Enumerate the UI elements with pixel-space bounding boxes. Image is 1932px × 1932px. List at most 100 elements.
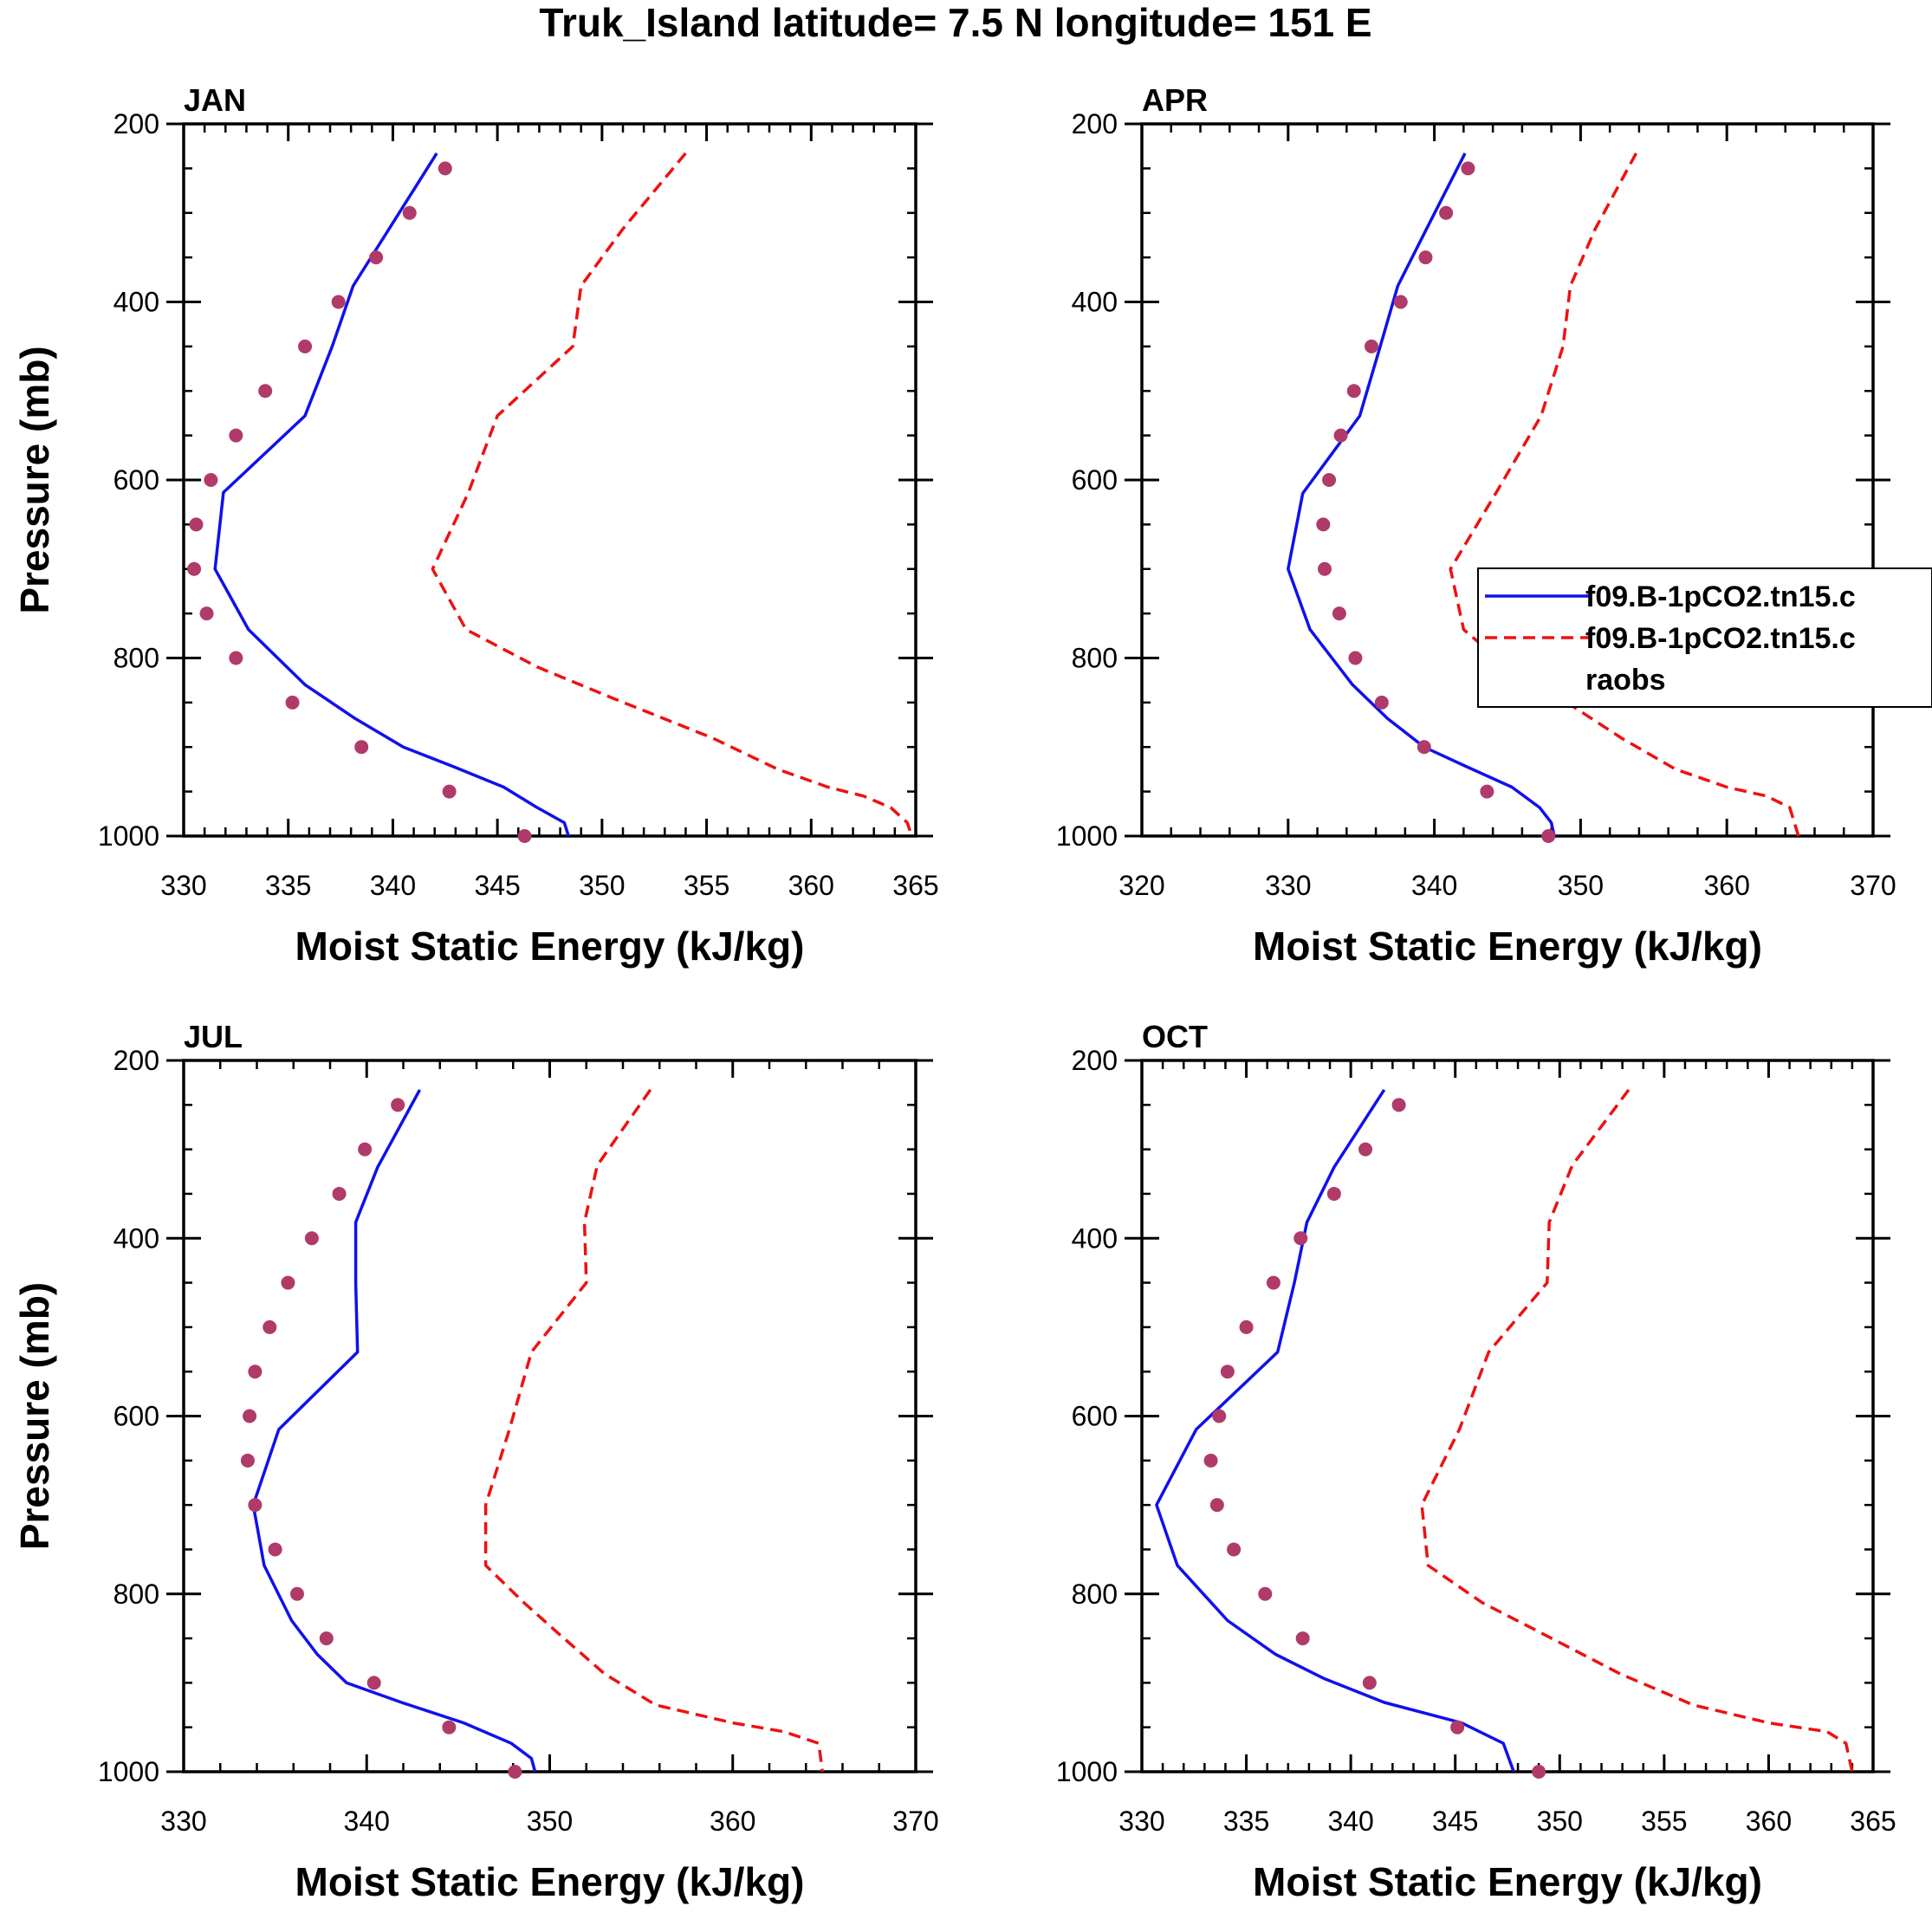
obs-point: [199, 606, 214, 621]
obs-point: [1393, 295, 1408, 309]
panel-title: JAN: [184, 82, 246, 118]
panel-jul: JUL 330 340 350 360 370 200 400 600 800 1000 Moist …: [12, 1019, 939, 1904]
series-line-dashed: [1449, 152, 1800, 837]
plot-frame: [182, 122, 917, 838]
series-raobs-markers: [240, 1098, 522, 1779]
obs-point: [1391, 1098, 1406, 1112]
series-line-solid: [1287, 152, 1556, 837]
obs-point: [1220, 1365, 1235, 1379]
obs-point: [1209, 1498, 1224, 1513]
y-tick-label: 400: [1072, 287, 1118, 318]
series-line-solid: [213, 152, 570, 837]
y-tick-label: 400: [113, 1222, 159, 1254]
x-tick-label: 360: [710, 1806, 755, 1837]
x-tick-label: 360: [1746, 1806, 1792, 1837]
series-line-solid: [251, 1089, 537, 1773]
obs-point: [1333, 428, 1348, 443]
x-tick-label: 340: [1327, 1806, 1373, 1837]
y-tick-label: 800: [1072, 643, 1118, 674]
y-tick-label: 800: [1072, 1579, 1118, 1610]
obs-point: [1541, 829, 1556, 843]
x-tick-label: 350: [527, 1806, 573, 1837]
obs-point: [332, 1186, 347, 1201]
y-tick-label: 600: [1072, 1401, 1118, 1432]
y-tick-label: 600: [1072, 464, 1118, 496]
obs-point: [1439, 205, 1454, 220]
x-tick-label: 350: [1537, 1806, 1583, 1837]
obs-point: [1332, 606, 1346, 621]
panels-group: JAN 330 335 340 345 350 355 360 365 200 400 600 800 1…: [12, 82, 1896, 1904]
x-tick-label: 345: [474, 870, 520, 901]
y-tick-label: 1000: [1056, 1756, 1118, 1787]
x-tick-label: 320: [1118, 870, 1164, 901]
legend-label: f09.B-1pCO2.tn15.c: [1585, 622, 1856, 655]
obs-point: [517, 829, 532, 843]
legend: f09.B-1pCO2.tn15.c f09.B-1pCO2.tn15.c raob…: [1477, 567, 1932, 708]
obs-point: [1532, 1765, 1546, 1779]
x-tick-label: 345: [1432, 1806, 1478, 1837]
obs-point: [1203, 1453, 1218, 1468]
obs-point: [1316, 517, 1331, 532]
obs-point: [402, 205, 417, 220]
panel-title: JUL: [184, 1019, 243, 1054]
y-axis-label: Pressure (mb): [12, 1282, 57, 1550]
series-line-dashed: [1420, 1088, 1854, 1773]
obs-point: [298, 339, 313, 353]
obs-point: [229, 651, 243, 665]
x-tick-label: 340: [1411, 870, 1457, 901]
y-tick-label: 200: [113, 108, 159, 139]
series-line-dashed: [483, 1088, 825, 1773]
obs-point: [354, 740, 369, 755]
obs-point: [304, 1231, 319, 1246]
x-tick-label: 340: [344, 1806, 390, 1837]
obs-point: [1322, 473, 1337, 487]
x-tick-label: 330: [160, 1806, 206, 1837]
obs-point: [229, 428, 243, 443]
x-tick-label: 335: [265, 870, 311, 901]
obs-point: [187, 561, 202, 576]
legend-label: raobs: [1585, 664, 1666, 697]
obs-point: [281, 1275, 295, 1290]
x-tick-label: 350: [1558, 870, 1604, 901]
obs-point: [442, 784, 457, 799]
x-tick-label: 355: [684, 870, 729, 901]
obs-point: [1258, 1586, 1273, 1601]
series-raobs-markers: [1203, 1098, 1546, 1779]
obs-point: [1227, 1542, 1242, 1557]
obs-point: [1293, 1231, 1308, 1246]
obs-point: [289, 1586, 304, 1601]
obs-point: [1461, 161, 1475, 176]
x-tick-label: 360: [1704, 870, 1750, 901]
y-tick-label: 1000: [1056, 820, 1118, 852]
obs-point: [1346, 384, 1361, 399]
x-tick-label: 330: [160, 870, 206, 901]
obs-point: [1266, 1275, 1280, 1290]
obs-point: [508, 1765, 522, 1779]
x-axis-label: Moist Static Energy (kJ/kg): [295, 1859, 805, 1904]
x-tick-label: 330: [1118, 1806, 1164, 1837]
series-raobs-markers: [1316, 161, 1556, 843]
figure-title: Truk_Island latitude= 7.5 N longitude= 1…: [539, 0, 1371, 45]
obs-point: [1480, 784, 1494, 799]
obs-point: [189, 517, 204, 532]
obs-point: [331, 295, 346, 309]
panel-jan: JAN 330 335 340 345 350 355 360 365 200 400 600 800 1…: [12, 82, 939, 969]
x-tick-label: 355: [1641, 1806, 1687, 1837]
plot-frame: [182, 1059, 917, 1773]
x-tick-label: 350: [579, 870, 625, 901]
obs-point: [243, 1409, 257, 1423]
obs-point: [366, 1676, 381, 1690]
series-line-dashed: [431, 152, 913, 837]
y-tick-label: 600: [113, 1401, 159, 1432]
obs-point: [1326, 1186, 1341, 1201]
obs-point: [391, 1098, 405, 1112]
y-tick-label: 400: [1072, 1222, 1118, 1254]
series-raobs-markers: [187, 161, 532, 843]
y-tick-label: 200: [1072, 108, 1118, 139]
y-tick-label: 1000: [98, 1756, 159, 1787]
y-tick-label: 1000: [98, 820, 159, 852]
panel-apr: APR 320 330 340 350 360 370 200 400 600 800 1000 Moi…: [1056, 82, 1896, 969]
legend-label: f09.B-1pCO2.tn15.c: [1585, 580, 1856, 613]
x-axis-label: Moist Static Energy (kJ/kg): [1253, 924, 1762, 969]
